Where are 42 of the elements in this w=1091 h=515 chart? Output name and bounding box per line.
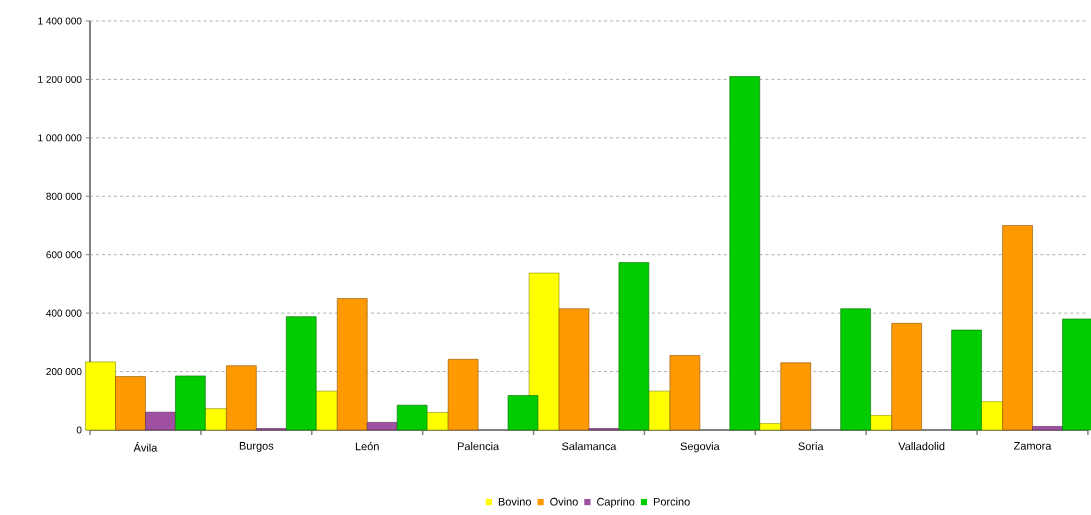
bar xyxy=(115,376,146,431)
bar xyxy=(85,361,116,431)
bar xyxy=(1032,426,1063,431)
x-tick-label: Valladolid xyxy=(898,442,945,451)
bar xyxy=(528,272,560,431)
bar xyxy=(780,362,812,431)
bar xyxy=(669,355,701,431)
legend-label: Bovino xyxy=(498,497,531,506)
bar xyxy=(618,262,650,431)
bar xyxy=(175,375,206,431)
bar xyxy=(558,308,590,431)
y-tick-label: 0 xyxy=(76,426,82,434)
bar xyxy=(366,422,398,431)
y-tick-label: 400 000 xyxy=(46,309,82,317)
x-tick-label: Ávila xyxy=(133,442,158,452)
bar xyxy=(507,395,539,431)
legend-label: Porcino xyxy=(653,497,690,506)
legend-label: Caprino xyxy=(597,497,635,508)
y-tick-label: 200 000 xyxy=(46,368,82,376)
x-tick-label: Segovia xyxy=(680,442,720,453)
x-tick-label: Zamora xyxy=(1013,442,1052,450)
x-tick-label: Burgos xyxy=(239,442,274,452)
y-tick-label: 1 400 000 xyxy=(38,17,82,25)
bar xyxy=(1002,225,1033,431)
bar xyxy=(729,76,761,431)
bar xyxy=(951,329,982,431)
bar xyxy=(447,358,479,431)
bar xyxy=(145,411,176,431)
x-tick-label: Soria xyxy=(798,442,824,451)
bar xyxy=(336,298,368,431)
y-tick-label: 800 000 xyxy=(46,192,82,200)
bar xyxy=(891,323,922,431)
y-tick-label: 1 200 000 xyxy=(38,75,82,83)
bar xyxy=(226,365,257,431)
x-tick-label: Salamanca xyxy=(562,442,617,451)
bar xyxy=(840,308,871,431)
y-tick-label: 600 000 xyxy=(46,251,82,259)
y-tick-label: 1 000 000 xyxy=(38,134,82,142)
bar xyxy=(285,316,317,431)
x-tick-label: León xyxy=(355,442,379,451)
legend-label: Ovino xyxy=(550,497,578,506)
x-tick-label: Palencia xyxy=(457,442,500,451)
